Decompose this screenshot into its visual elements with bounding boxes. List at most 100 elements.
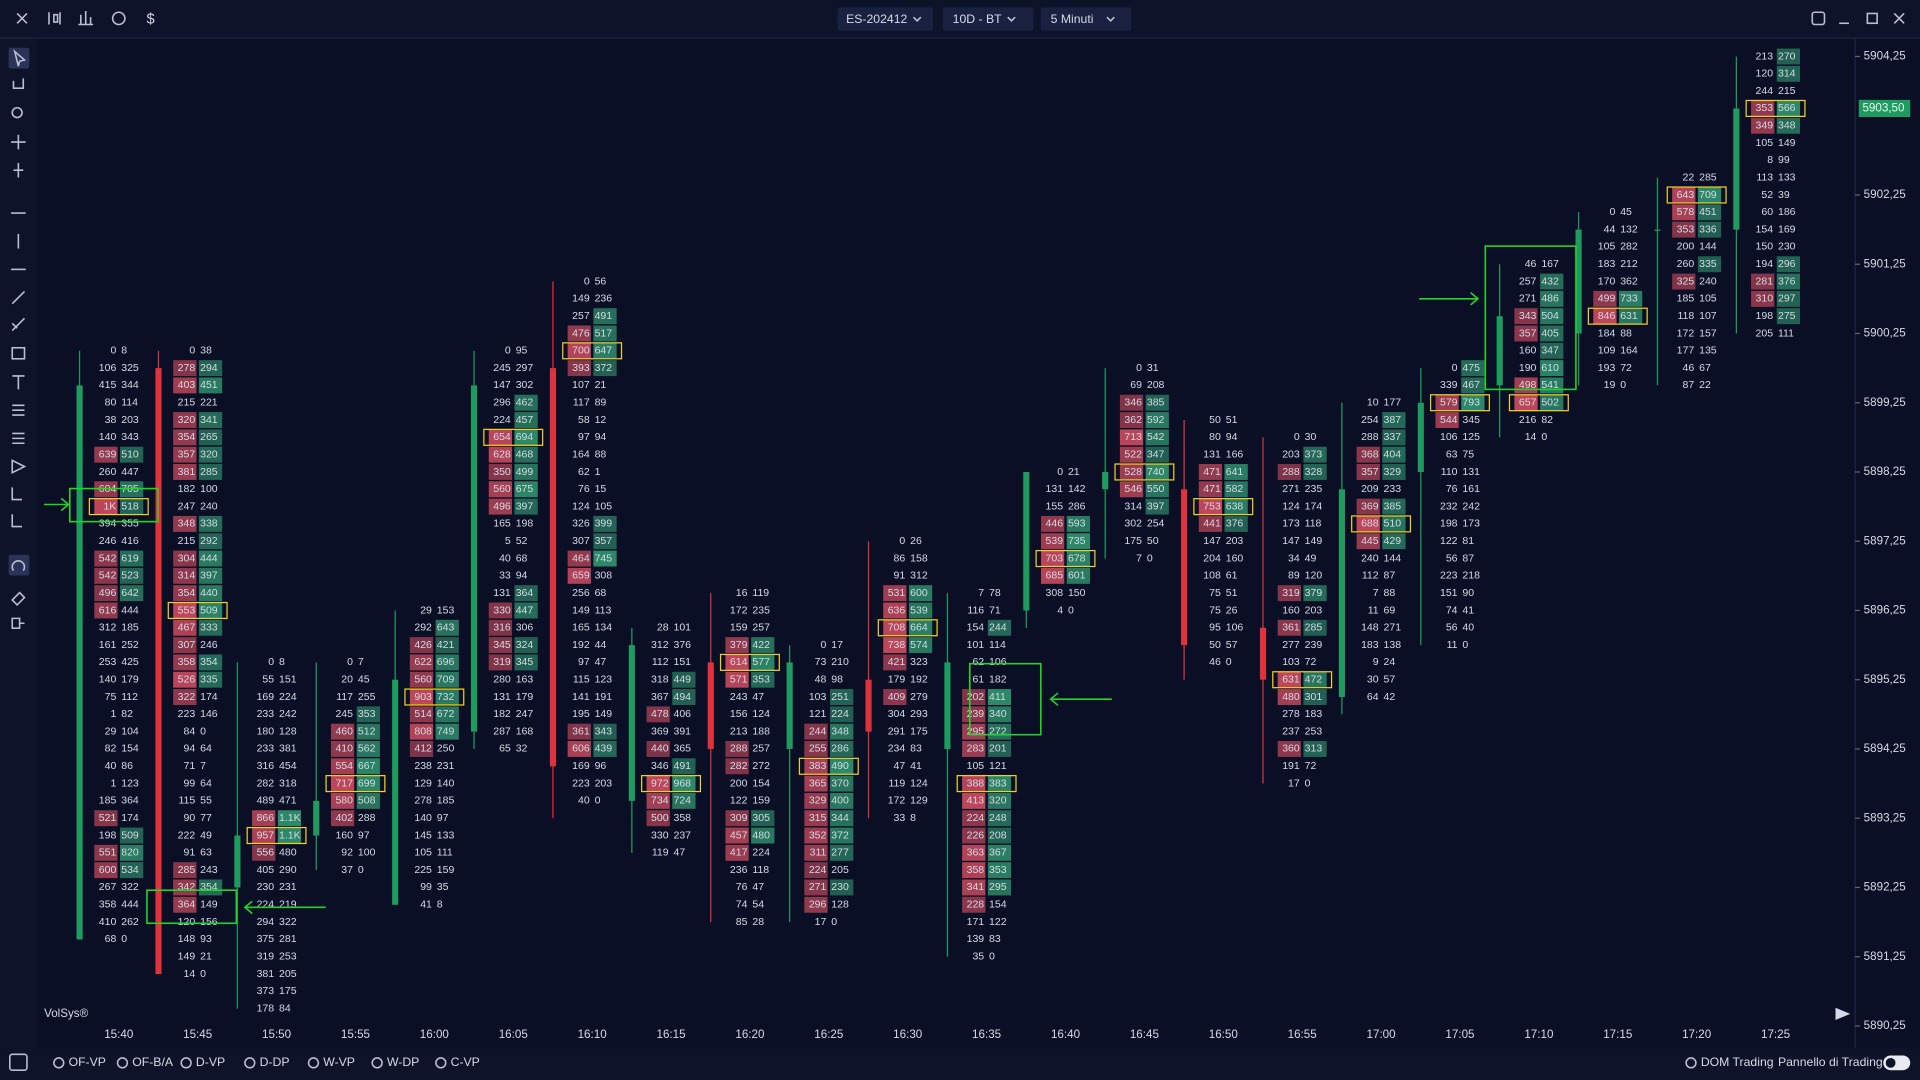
ask-volume: 38 [200, 345, 212, 357]
panel-icon[interactable] [9, 1053, 28, 1071]
list-tool[interactable] [12, 404, 25, 416]
eraser-tool[interactable] [11, 591, 26, 607]
radio[interactable] [307, 1057, 320, 1069]
trend-tool[interactable] [11, 290, 26, 305]
maximize-icon[interactable] [1866, 12, 1878, 25]
bid-volume: 124 [572, 500, 590, 512]
bid-cell [1119, 446, 1144, 463]
layout-icon[interactable] [1811, 11, 1826, 26]
overlay-option[interactable]: D-DP [260, 1055, 290, 1069]
bid-volume: 92 [341, 847, 353, 859]
ask-cell [1145, 394, 1169, 411]
bid-cell [173, 464, 197, 480]
bid-volume: 165 [493, 518, 511, 530]
pointer-tool[interactable] [13, 49, 27, 67]
ask-volume: 422 [752, 639, 770, 651]
overlay-option[interactable]: W-DP [387, 1055, 419, 1069]
settings-icon[interactable] [111, 11, 126, 26]
period-select[interactable] [942, 7, 1034, 31]
bid-volume: 169 [572, 760, 590, 772]
radio[interactable] [1685, 1057, 1697, 1069]
volume-tool-2[interactable] [11, 514, 23, 528]
bid-volume: 703 [1046, 552, 1064, 564]
ask-volume: 272 [989, 725, 1007, 737]
bid-cell [488, 446, 513, 463]
bid-cell [488, 429, 513, 446]
overlay-option[interactable]: C-VP [451, 1055, 480, 1069]
radio[interactable] [53, 1057, 65, 1069]
overlay-option[interactable]: OF-B/A [132, 1055, 174, 1069]
ask-volume: 104 [121, 725, 139, 737]
volume-tool[interactable] [11, 487, 23, 501]
ask-cell [593, 342, 617, 359]
ask-volume: 491 [673, 760, 691, 772]
ask-volume: 105 [1699, 293, 1717, 305]
ask-cell [1066, 550, 1090, 567]
ask-volume: 179 [516, 691, 534, 703]
bid-volume: 56 [1446, 552, 1458, 564]
bid-volume: 29 [420, 604, 432, 616]
symbol-select[interactable] [837, 7, 934, 31]
bid-volume: 358 [178, 656, 196, 668]
radio[interactable] [180, 1057, 192, 1069]
bid-cell [1514, 325, 1538, 342]
ask-cell [1145, 412, 1169, 429]
bid-cell [173, 377, 197, 394]
layers-tool[interactable] [11, 617, 25, 629]
candle-icon[interactable] [48, 12, 61, 25]
close-window-icon[interactable] [1893, 12, 1905, 24]
bars-icon[interactable] [78, 11, 94, 26]
ask-volume: 447 [516, 604, 534, 616]
zoom-tool[interactable] [11, 106, 23, 119]
bid-cell [1041, 515, 1065, 532]
overlay-option[interactable]: W-VP [323, 1055, 355, 1069]
interval-select[interactable] [1040, 7, 1132, 31]
bid-volume: 50 [1209, 414, 1221, 426]
tool-active[interactable] [8, 47, 30, 69]
ask-volume: 99 [1778, 154, 1790, 166]
bid-volume: 215 [178, 535, 196, 547]
radio[interactable] [371, 1057, 383, 1069]
ask-volume: 582 [1226, 483, 1244, 495]
dom-trading[interactable]: DOM Trading [1701, 1055, 1774, 1069]
x-tick-label: 16:05 [499, 1028, 528, 1041]
ask-cell [1776, 117, 1801, 134]
channel-tool[interactable] [11, 317, 26, 332]
ask-volume: 357 [595, 535, 613, 547]
magnet-tool[interactable] [13, 162, 24, 178]
trading-panel[interactable]: Pannello di Trading [1778, 1055, 1883, 1069]
radio[interactable] [116, 1057, 129, 1069]
ask-volume: 397 [200, 570, 218, 582]
dollar-icon[interactable]: $ [147, 11, 155, 27]
ask-cell [198, 464, 223, 480]
scroll-right[interactable] [1835, 1007, 1851, 1020]
overlay-option[interactable]: D-VP [196, 1055, 225, 1069]
ask-volume: 541 [1541, 379, 1559, 391]
ask-volume: 312 [910, 570, 928, 582]
ask-volume: 270 [1778, 50, 1796, 62]
bid-volume: 238 [414, 760, 432, 772]
ask-volume: 124 [752, 708, 770, 720]
y-tick-label: 5904,25 [1864, 50, 1906, 63]
ask-volume: 57 [1226, 639, 1238, 651]
bid-volume: 63 [1446, 448, 1458, 460]
radio[interactable] [435, 1057, 447, 1069]
bid-volume: 243 [730, 691, 748, 703]
rect-tool[interactable] [11, 346, 26, 360]
close-icon[interactable] [16, 12, 28, 24]
cross-tool[interactable] [11, 134, 26, 150]
radio[interactable] [244, 1057, 256, 1069]
overlay-option[interactable]: OF-VP [69, 1055, 106, 1069]
ask-cell [120, 827, 144, 844]
fib-tool[interactable] [11, 459, 27, 474]
ask-cell [987, 862, 1012, 879]
ask-volume: 286 [831, 743, 849, 755]
text-tool[interactable] [12, 375, 25, 390]
hand-tool[interactable] [12, 78, 25, 89]
ask-cell [1540, 342, 1564, 359]
list-tool-2[interactable] [12, 432, 25, 445]
magnet-icon[interactable] [11, 560, 26, 572]
ask-volume: 87 [1462, 552, 1474, 564]
ask-volume: 297 [1778, 293, 1796, 305]
bid-volume: 161 [99, 639, 117, 651]
